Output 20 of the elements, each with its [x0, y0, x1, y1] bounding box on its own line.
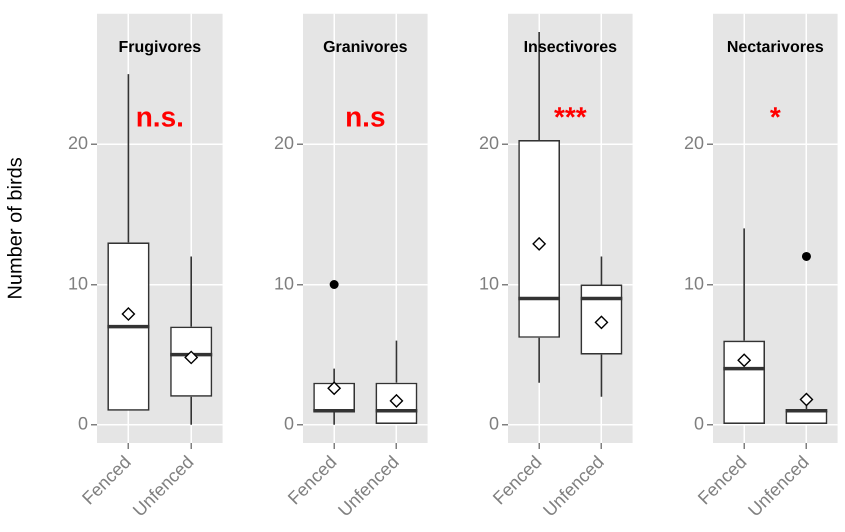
y-tick-label: 20	[478, 133, 499, 154]
y-tick-label: 0	[694, 414, 704, 434]
text: Frugivores	[118, 39, 202, 56]
y-tick-label: 20	[274, 133, 294, 154]
y-tick-label: 20	[68, 133, 88, 154]
y-tick-label: 10	[68, 273, 88, 294]
y-tick-label: 0	[78, 414, 88, 434]
text: Granivores	[323, 39, 408, 56]
annotation: ***	[554, 102, 587, 133]
y-tick-label: 10	[274, 273, 294, 294]
annotation: *	[770, 102, 781, 133]
y-axis-title: Number of birds	[4, 157, 27, 300]
y-tick-label: 0	[284, 414, 294, 434]
text: Nectarivores	[726, 39, 824, 56]
y-tick-label: 10	[684, 273, 704, 294]
y-tick-label: 0	[488, 414, 499, 434]
annotation: n.s	[345, 102, 386, 133]
y-tick-label: 10	[478, 273, 499, 294]
y-tick-label: 20	[684, 133, 704, 154]
annotation: n.s.	[136, 102, 184, 133]
